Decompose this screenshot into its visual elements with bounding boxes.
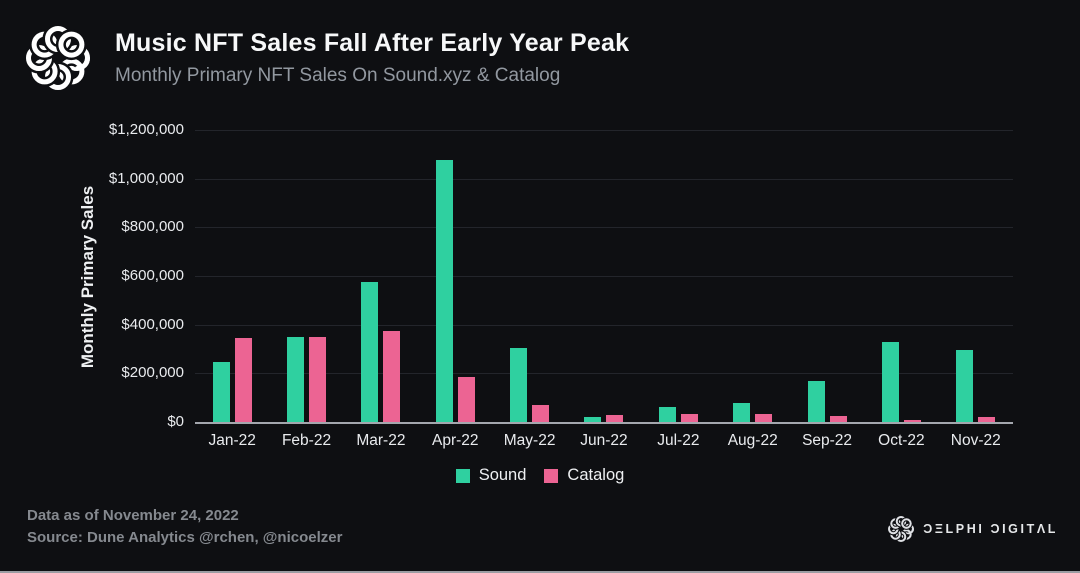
bar-catalog-feb-22 [309,336,327,422]
y-axis-tick-labels: $1,200,000 $1,000,000 $800,000 $600,000 $400… [0,121,184,430]
bar-group-jan-22 [195,130,269,422]
legend-swatch-sound [455,468,470,483]
chart-plot-area [195,130,1013,424]
gridline [195,227,1013,229]
legend-label: Sound [478,466,527,484]
bar-groups [195,130,1013,422]
footer: Data as of November 24, 2022 Source: Dun… [27,505,342,549]
bar-sound-aug-22 [733,402,751,422]
page-subtitle: Monthly Primary NFT Sales On Sound.xyz &… [115,65,561,86]
header-titles: Music NFT Sales Fall After Early Year Pe… [115,29,629,87]
bar-catalog-aug-22 [755,414,773,422]
bottom-border-strip [0,571,1080,573]
bar-sound-apr-22 [435,160,453,422]
x-tick-label: Apr-22 [431,432,479,449]
bar-catalog-jul-22 [680,414,698,422]
x-axis-tick-labels: Jan-22 Feb-22 Mar-22 Apr-22 May-22 Jun-22 Jul-… [195,432,1013,450]
x-tick-label: Jun-22 [580,432,628,449]
y-tick-label: $400,000 [121,315,184,333]
page-title: Music NFT Sales Fall After Early Year Pe… [115,29,630,57]
bar-sound-may-22 [510,347,528,422]
bar-sound-oct-22 [881,341,899,422]
x-tick-label: Aug-22 [727,432,778,449]
x-tick-label: Jul-22 [657,432,700,449]
bar-group-jun-22 [567,130,641,422]
bar-catalog-jun-22 [606,414,624,422]
y-tick-label: $1,000,000 [108,169,184,187]
delphi-knot-logo-icon [26,26,90,90]
bar-sound-sep-22 [807,380,825,422]
chart-legend: Sound Catalog [0,466,1080,485]
legend-swatch-catalog [544,468,559,483]
bar-catalog-may-22 [532,404,550,422]
y-tick-label: $0 [167,413,184,430]
bar-sound-mar-22 [361,282,379,422]
bar-sound-jun-22 [584,417,602,422]
gridline [195,373,1013,375]
gridline [195,178,1013,180]
header: Music NFT Sales Fall After Early Year Pe… [26,26,629,90]
bar-group-sep-22 [790,130,864,422]
x-tick-label: Nov-22 [950,432,1001,449]
bar-group-apr-22 [418,130,492,422]
bar-sound-jan-22 [212,362,230,422]
x-tick-label: Feb-22 [281,432,332,449]
x-tick-label: Sep-22 [802,432,853,449]
bar-sound-feb-22 [287,336,305,422]
y-tick-label: $600,000 [121,267,184,284]
bar-group-feb-22 [269,130,343,422]
gridline [195,324,1013,326]
bar-catalog-nov-22 [978,417,996,422]
x-tick-label: Jan-22 [208,432,256,449]
y-tick-label: $1,200,000 [108,121,184,138]
bar-group-aug-22 [716,130,790,422]
x-tick-label: May-22 [503,432,556,449]
x-tick-label: Mar-22 [356,432,406,449]
legend-label: Catalog [567,466,625,484]
x-tick-label: Oct-22 [878,432,925,449]
bar-catalog-apr-22 [457,376,475,422]
bar-catalog-jan-22 [234,338,252,422]
source-text: Source: Dune Analytics @rchen, @nicoelze… [27,529,343,546]
delphi-digital-wordmark: ƆΞLPHI ƆIGITΛL [923,522,1058,536]
delphi-digital-brand: ƆΞLPHI ƆIGITΛL [888,516,1058,542]
legend-item-sound: Sound [455,466,527,485]
bar-group-nov-22 [939,130,1013,422]
y-tick-label: $200,000 [121,364,184,382]
bar-group-may-22 [492,130,566,422]
gridline [195,276,1013,277]
bar-catalog-sep-22 [829,415,847,422]
data-as-of-text: Data as of November 24, 2022 [27,507,239,524]
bar-catalog-mar-22 [383,330,401,422]
bar-group-oct-22 [864,130,938,422]
legend-item-catalog: Catalog [544,466,624,485]
bar-sound-jul-22 [658,407,676,422]
bar-group-jul-22 [641,130,715,422]
bar-catalog-oct-22 [903,419,921,422]
bar-group-mar-22 [344,130,418,422]
gridline [195,130,1013,131]
y-tick-label: $800,000 [121,218,184,236]
bar-sound-nov-22 [956,350,974,422]
delphi-knot-logo-icon-small [888,516,914,542]
